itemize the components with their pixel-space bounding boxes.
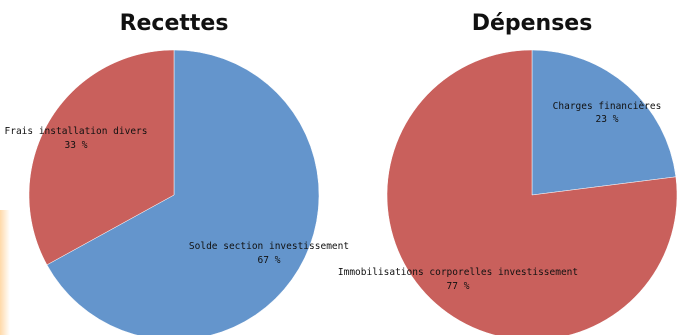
chart-title-depenses: Dépenses [472, 11, 593, 36]
chart-title-recettes: Recettes [120, 11, 229, 36]
slice-label-frais-installation-divers: Frais installation divers [5, 126, 148, 137]
slice-immobilisations-corporelles-investissement [386, 49, 677, 335]
slice-label-solde-section-investissement: Solde section investissement [189, 241, 349, 252]
edge-glow-decoration [0, 210, 10, 335]
pie-chart-recettes: Recettes Solde section investissement 67 … [5, 11, 349, 335]
slice-value-solde-section-investissement: 67 % [258, 255, 281, 266]
slice-label-charges-financieres: Charges financières [553, 101, 662, 112]
pie-chart-depenses: Dépenses Charges financières 23 % Immobili… [338, 11, 677, 335]
slice-solde-section-investissement [46, 49, 320, 335]
slice-value-immobilisations-corporelles-investissement: 77 % [447, 281, 470, 292]
slice-value-frais-installation-divers: 33 % [65, 140, 88, 151]
slice-frais-installation-divers [28, 49, 175, 266]
slice-charges-financieres [531, 49, 677, 196]
slice-value-charges-financieres: 23 % [596, 114, 619, 125]
slice-label-immobilisations-corporelles-investissement: Immobilisations corporelles investisseme… [338, 267, 578, 278]
